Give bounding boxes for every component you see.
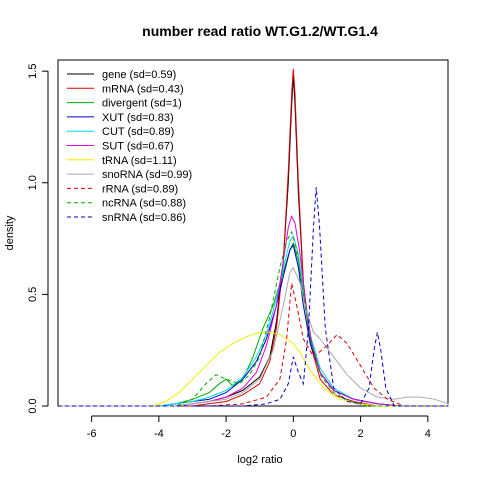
chart-title: number read ratio WT.G1.2/WT.G1.4 [142,23,378,39]
legend-label: divergent (sd=1) [102,98,182,110]
y-axis: 0.0 0.5 1.0 1.5 [27,64,49,414]
series-layer [58,68,449,407]
x-tick-label: 4 [425,428,431,440]
legend-label: XUT (sd=0.83) [102,112,174,124]
legend: gene (sd=0.59) mRNA (sd=0.43) divergent (s… [67,69,192,224]
x-tick-label: 0 [290,428,296,440]
legend-label: CUT (sd=0.89) [102,126,174,138]
series-line-8 [58,283,448,407]
x-axis-label: log2 ratio [237,454,282,466]
legend-label: snoRNA (sd=0.99) [102,169,192,181]
x-tick-label: -4 [154,428,164,440]
y-tick-label: 1.0 [27,175,39,190]
series-line-2 [58,241,448,407]
y-axis-label: density [4,215,16,250]
plot-frame [57,59,449,407]
x-tick-label: -2 [221,428,231,440]
legend-label: SUT (sd=0.67) [102,141,174,153]
x-tick-label: -6 [87,428,97,440]
x-tick-label: 2 [358,428,364,440]
series-line-1 [58,68,448,407]
y-tick-label: 1.5 [27,64,39,79]
series-line-5 [58,214,448,407]
series-line-9 [58,230,448,407]
y-tick-label: 0.5 [27,287,39,302]
series-line-4 [58,235,448,407]
series-line-10 [58,187,448,407]
legend-label: snRNA (sd=0.86) [102,212,186,224]
legend-label: tRNA (sd=1.11) [102,155,177,167]
legend-label: rRNA (sd=0.89) [102,183,178,195]
series-line-7 [58,266,449,407]
y-tick-label: 0.0 [27,398,39,413]
x-axis: -6 -4 -2 0 2 4 [87,415,431,440]
legend-label: mRNA (sd=0.43) [102,83,184,95]
legend-label: gene (sd=0.59) [102,69,176,81]
series-line-6 [58,331,448,407]
legend-label: ncRNA (sd=0.88) [102,198,186,210]
